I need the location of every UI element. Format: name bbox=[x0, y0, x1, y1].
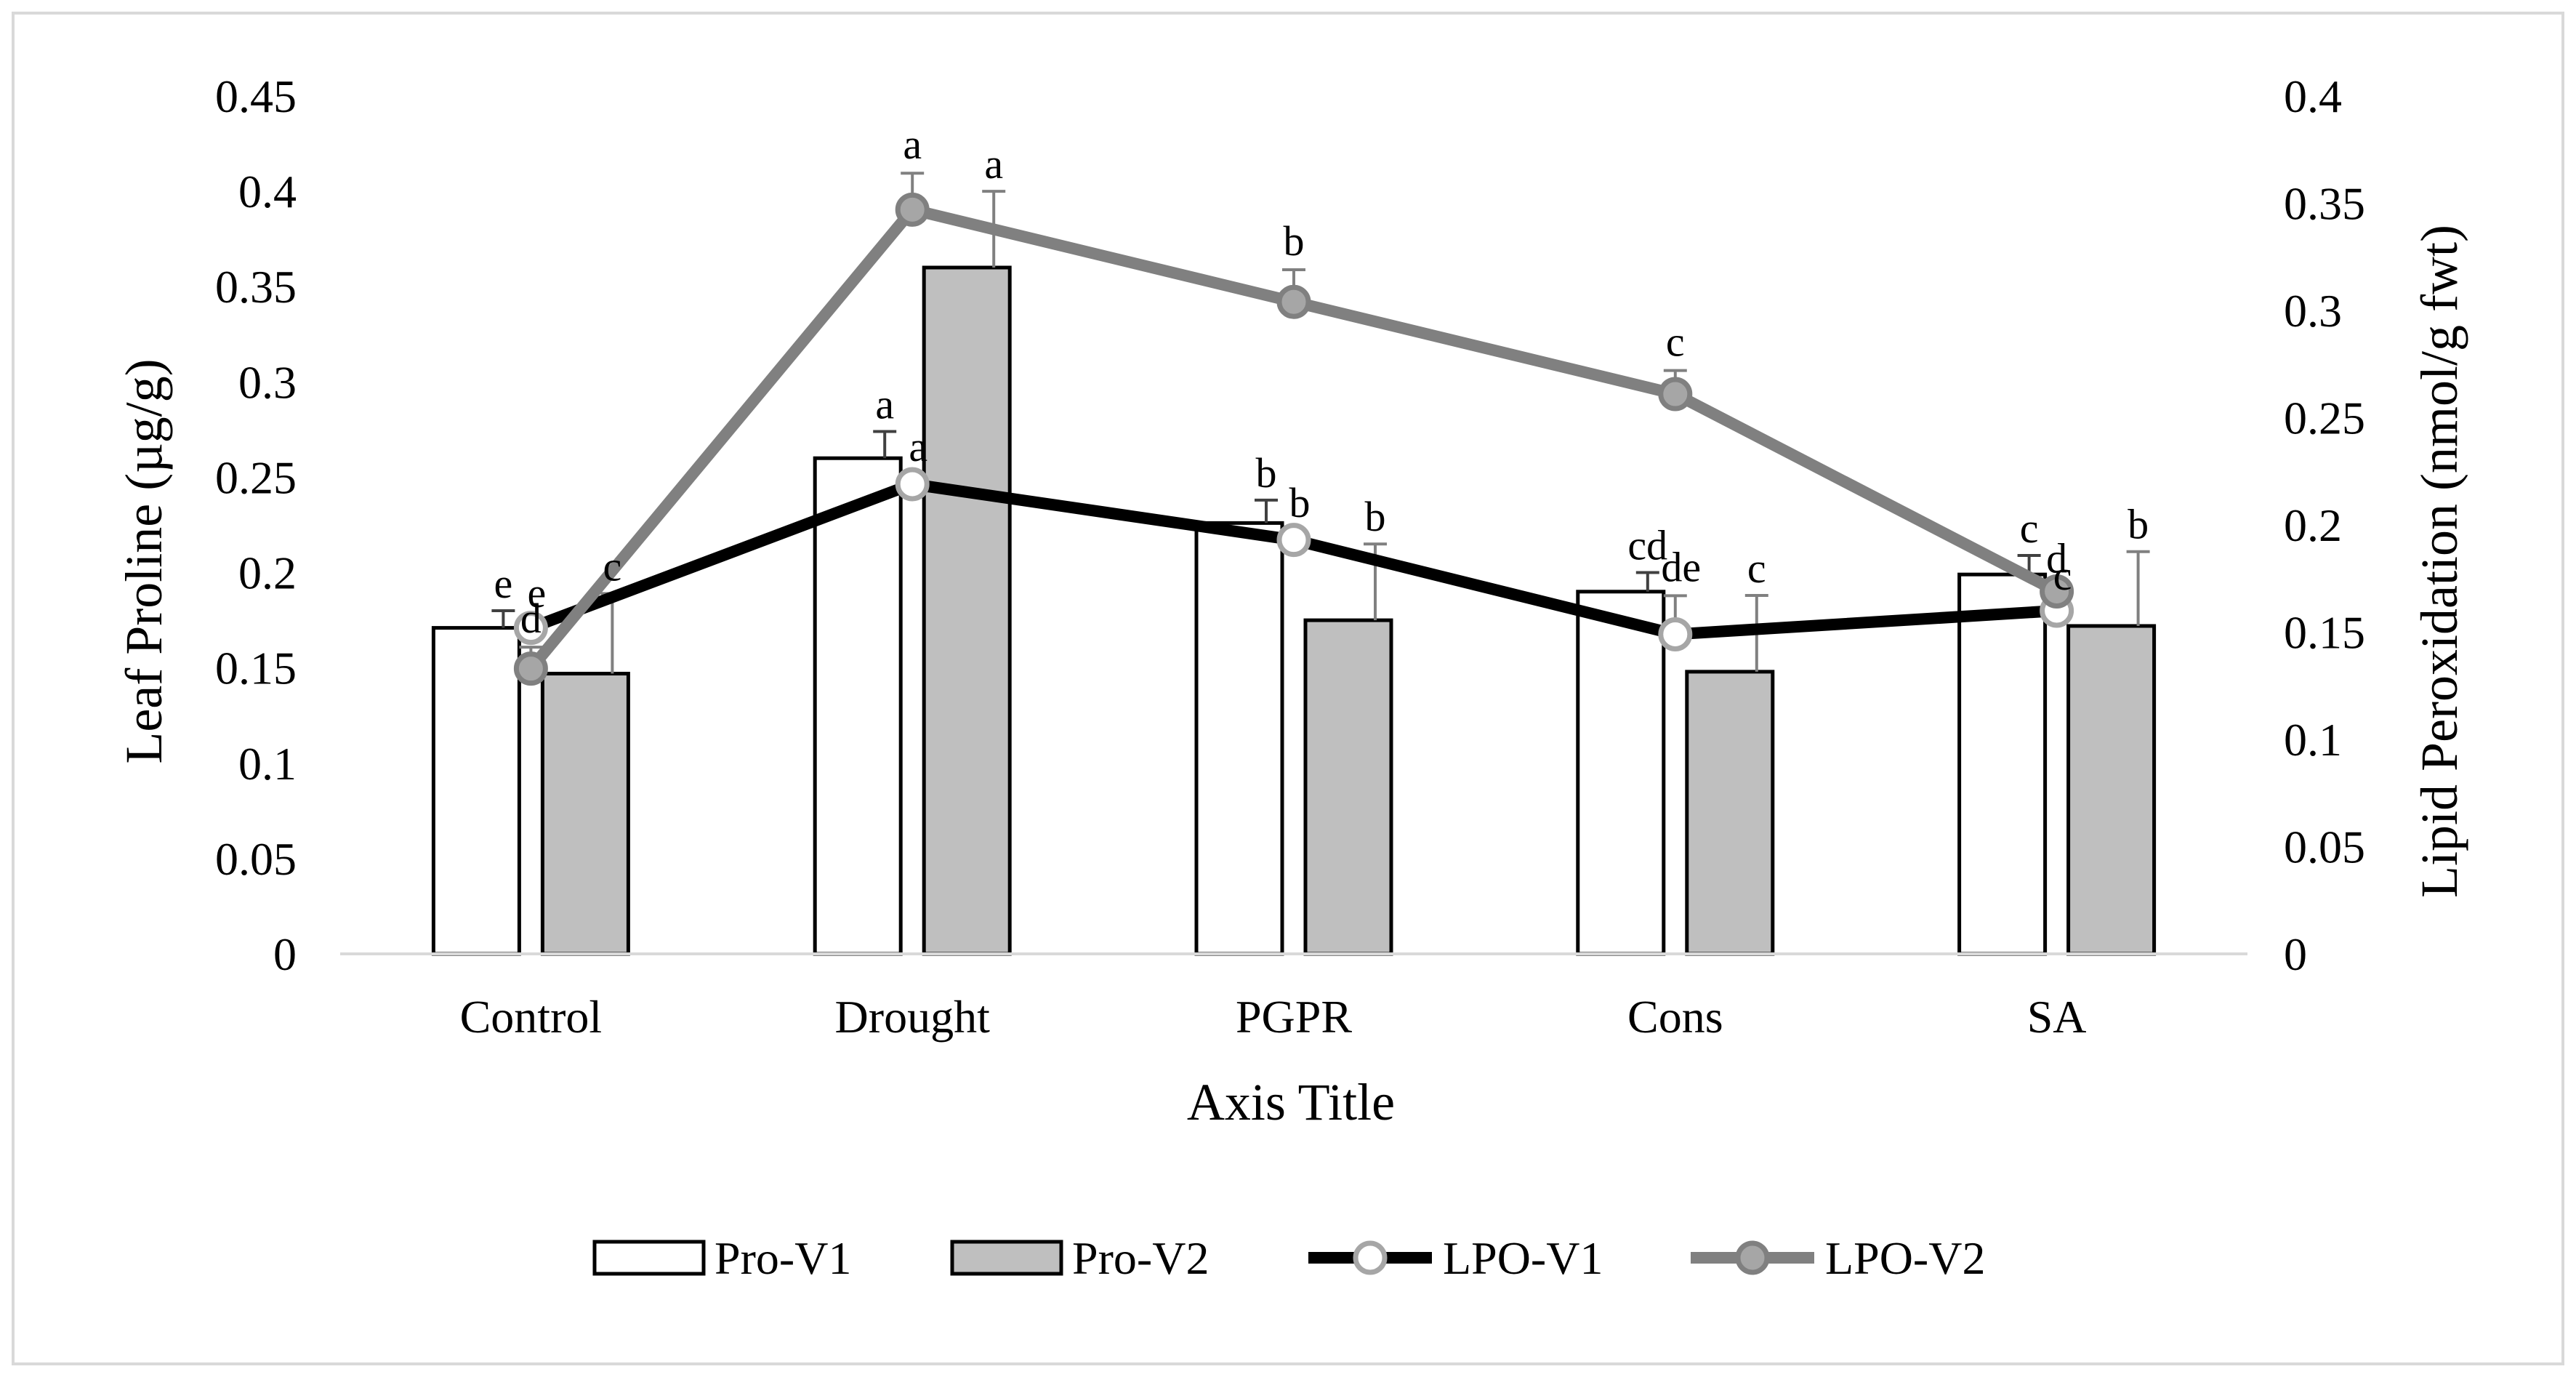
y-tick-label: 0.05 bbox=[215, 833, 297, 885]
bar-pro-v1 bbox=[1576, 590, 1666, 956]
y2-tick-label: 0.2 bbox=[2284, 499, 2342, 551]
y2-tick-label: 0.35 bbox=[2284, 178, 2365, 230]
x-tick-label: Drought bbox=[835, 991, 991, 1043]
marker-lpo-v1 bbox=[1276, 523, 1311, 558]
bar-pro-v2 bbox=[2066, 624, 2157, 956]
bar-pro-v2 bbox=[922, 265, 1012, 956]
y-tick-label: 0.4 bbox=[238, 166, 297, 217]
significance-label-lpo-v2: a bbox=[903, 121, 922, 168]
marker-lpo-v2 bbox=[1276, 284, 1311, 319]
significance-label-pro-v2: b bbox=[1365, 493, 1386, 540]
y-tick-label: 0.35 bbox=[215, 261, 297, 313]
legend-label-lpo-v1: LPO-V1 bbox=[1443, 1232, 1603, 1284]
significance-label-lpo-v2: d bbox=[2046, 535, 2067, 582]
legend: Pro-V1 Pro-V2 LPO-V1 LPO-V2 bbox=[592, 1232, 1985, 1284]
significance-label-lpo-v1: de bbox=[1661, 543, 1701, 590]
legend-label-pro-v1: Pro-V1 bbox=[715, 1232, 851, 1284]
y2-tick-label: 0.25 bbox=[2284, 393, 2365, 444]
x-tick-label: Control bbox=[460, 991, 603, 1043]
y-tick-label: 0.25 bbox=[215, 451, 297, 503]
legend-swatch-pro-v2 bbox=[950, 1240, 1063, 1276]
significance-label-pro-v1: c bbox=[2020, 505, 2039, 552]
y-tick-label: 0.2 bbox=[238, 547, 297, 599]
significance-label-lpo-v1: c bbox=[2053, 552, 2072, 599]
y2-tick-label: 0.05 bbox=[2284, 822, 2365, 873]
significance-label-pro-v1: e bbox=[494, 560, 513, 607]
y2-tick-label: 0 bbox=[2284, 928, 2307, 980]
y-tick-label: 0.1 bbox=[238, 738, 297, 790]
significance-label-pro-v2: a bbox=[984, 140, 1003, 188]
y-ticks: 0 0.05 0.1 0.15 0.2 0.25 0.3 0.35 0.4 0.45 bbox=[215, 71, 297, 980]
marker-lpo-v2 bbox=[1658, 377, 1693, 412]
significance-label-lpo-v2: b bbox=[1284, 217, 1305, 265]
significance-label-pro-v2: c bbox=[603, 542, 622, 590]
bar-pro-v1 bbox=[813, 456, 903, 956]
y-tick-label: 0 bbox=[273, 928, 297, 980]
significance-label-pro-v2: b bbox=[2128, 501, 2149, 548]
marker-lpo-v1 bbox=[513, 611, 548, 646]
legend-label-lpo-v2: LPO-V2 bbox=[1825, 1232, 1985, 1284]
bar-pro-v1 bbox=[431, 626, 521, 956]
marker-lpo-v1 bbox=[895, 467, 930, 502]
y2-ticks: 0 0.05 0.1 0.15 0.2 0.25 0.3 0.35 0.4 bbox=[2284, 71, 2365, 980]
significance-label-lpo-v1: e bbox=[528, 569, 547, 617]
marker-lpo-v2 bbox=[513, 651, 548, 686]
y2-axis-title: Lipid Peroxidation (nmol/g fwt) bbox=[2410, 225, 2468, 898]
significance-label-lpo-v2: d bbox=[520, 595, 542, 642]
significance-label-pro-v1: b bbox=[1256, 449, 1277, 497]
bar-pro-v1 bbox=[1957, 572, 2048, 956]
y2-tick-label: 0.1 bbox=[2284, 714, 2342, 766]
bar-pro-v1 bbox=[1194, 521, 1284, 956]
y2-tick-label: 0.3 bbox=[2284, 285, 2342, 337]
legend-marker-lpo-v1 bbox=[1353, 1240, 1388, 1275]
y-tick-label: 0.3 bbox=[238, 356, 297, 408]
bars-layer bbox=[431, 265, 2157, 956]
significance-label-lpo-v1: b bbox=[1289, 479, 1311, 526]
x-axis-title: Axis Title bbox=[1187, 1073, 1395, 1131]
lines-layer bbox=[513, 172, 2074, 686]
significance-label-pro-v1: a bbox=[875, 381, 894, 428]
chart-frame bbox=[12, 12, 2564, 1365]
y-tick-label: 0.15 bbox=[215, 643, 297, 694]
x-tick-label: PGPR bbox=[1236, 991, 1352, 1043]
significance-label-pro-v1: cd bbox=[1627, 522, 1667, 569]
legend-swatch-pro-v1 bbox=[592, 1240, 706, 1276]
bar-pro-v2 bbox=[1685, 670, 1775, 956]
y-tick-label: 0.45 bbox=[215, 71, 297, 122]
x-tick-label: Cons bbox=[1627, 991, 1723, 1043]
legend-marker-lpo-v2 bbox=[1735, 1240, 1770, 1275]
significance-label-pro-v2: c bbox=[1747, 545, 1766, 592]
x-ticks: Control Drought PGPR Cons SA bbox=[460, 991, 2087, 1043]
bar-pro-v2 bbox=[1303, 618, 1393, 956]
legend-label-pro-v2: Pro-V2 bbox=[1072, 1232, 1209, 1284]
marker-lpo-v2 bbox=[2040, 574, 2074, 609]
significance-label-lpo-v1: a bbox=[909, 423, 927, 470]
bar-pro-v2 bbox=[540, 672, 630, 956]
marker-lpo-v1 bbox=[1658, 617, 1693, 651]
y-axis-title: Leaf Proline (µg/g) bbox=[115, 358, 173, 763]
x-tick-label: SA bbox=[2027, 991, 2087, 1043]
y2-tick-label: 0.15 bbox=[2284, 607, 2365, 659]
marker-lpo-v2 bbox=[895, 192, 930, 227]
significance-label-lpo-v2: c bbox=[1666, 318, 1685, 366]
y2-tick-label: 0.4 bbox=[2284, 71, 2342, 122]
